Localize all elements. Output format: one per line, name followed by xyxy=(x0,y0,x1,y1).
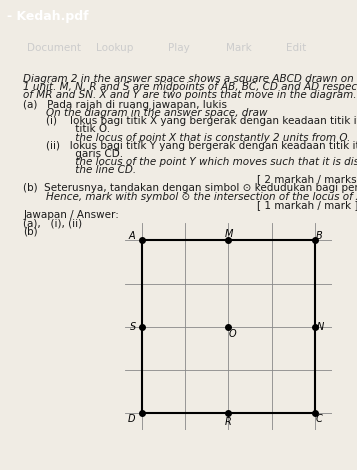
Text: (a),   (i), (ii): (a), (i), (ii) xyxy=(23,219,82,229)
Text: the locus of point X that is constantly 2 units from O.: the locus of point X that is constantly … xyxy=(46,133,351,142)
Text: titik O.: titik O. xyxy=(46,125,111,134)
Text: 1 unit. M, N, R and S are midpoints of AB, BC, CD and AD respectively and O is t: 1 unit. M, N, R and S are midpoints of A… xyxy=(23,82,357,92)
Text: (i)    lokus bagi titik X yang bergerak dengan keadaan titik itu sentiasa berjar: (i) lokus bagi titik X yang bergerak den… xyxy=(46,116,357,126)
Text: Hence, mark with symbol ⊙ the intersection of the locus of X and the locus of Y.: Hence, mark with symbol ⊙ the intersecti… xyxy=(46,191,357,202)
Text: N: N xyxy=(316,321,323,332)
Text: M: M xyxy=(224,229,233,239)
Text: S: S xyxy=(130,321,136,332)
Text: Edit: Edit xyxy=(286,43,306,53)
Text: Document: Document xyxy=(26,43,81,53)
Text: Diagram 2 in the answer space shows a square ABCD drawn on a square grid of with: Diagram 2 in the answer space shows a sq… xyxy=(23,74,357,84)
Text: On the diagram in the answer space, draw: On the diagram in the answer space, draw xyxy=(46,108,268,118)
Text: (b): (b) xyxy=(23,227,38,237)
Text: garis CD.: garis CD. xyxy=(46,149,124,159)
Text: (a)   Pada rajah di ruang jawapan, lukis: (a) Pada rajah di ruang jawapan, lukis xyxy=(23,100,227,110)
Text: Mark: Mark xyxy=(226,43,252,53)
Text: Jawapan / Answer:: Jawapan / Answer: xyxy=(23,210,119,220)
Bar xyxy=(142,240,315,413)
Text: O: O xyxy=(228,329,236,339)
Text: - Kedah.pdf: - Kedah.pdf xyxy=(7,10,89,23)
Text: B: B xyxy=(316,231,322,241)
Text: R: R xyxy=(225,416,232,427)
Text: (b)  Seterusnya, tandakan dengan simbol ⊙ kedudukan bagi persilangan lokus X dan: (b) Seterusnya, tandakan dengan simbol ⊙… xyxy=(23,183,357,193)
Text: C: C xyxy=(316,415,322,424)
Text: [ 1 markah / mark ]: [ 1 markah / mark ] xyxy=(257,201,357,211)
Text: of MR and SN. X and Y are two points that move in the diagram.: of MR and SN. X and Y are two points tha… xyxy=(23,90,357,100)
Text: (ii)   lokus bagi titik Y yang bergerak dengan keadaan titik itu sentiasa berjar: (ii) lokus bagi titik Y yang bergerak de… xyxy=(46,141,357,151)
Text: D: D xyxy=(128,415,135,424)
Text: Play: Play xyxy=(168,43,189,53)
Text: A: A xyxy=(128,231,135,241)
Text: the locus of the point Y which moves such that it is distance is constantly 3 un: the locus of the point Y which moves suc… xyxy=(46,157,357,167)
Text: Lookup: Lookup xyxy=(96,43,133,53)
Text: [ 2 markah / marks ]: [ 2 markah / marks ] xyxy=(257,174,357,184)
Text: the line CD.: the line CD. xyxy=(46,165,136,175)
